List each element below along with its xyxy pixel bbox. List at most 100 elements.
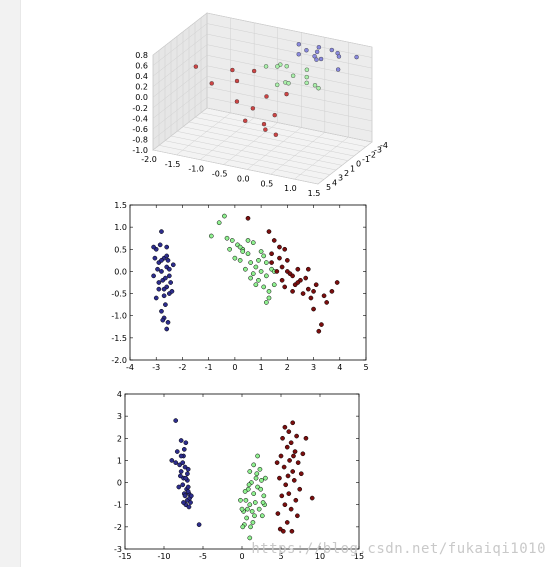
data-point bbox=[247, 469, 253, 474]
data-point bbox=[281, 464, 287, 470]
y-tick-label: 1 bbox=[117, 456, 122, 465]
data-point bbox=[295, 266, 301, 272]
data-point bbox=[284, 258, 290, 263]
z-tick-label: -0.8 bbox=[132, 135, 148, 144]
x-tick-label: -3 bbox=[152, 363, 160, 372]
data-point bbox=[297, 486, 303, 492]
data-point bbox=[263, 64, 269, 69]
data-point bbox=[245, 506, 250, 512]
data-point bbox=[303, 275, 309, 281]
data-point bbox=[311, 289, 316, 294]
data-point bbox=[282, 502, 288, 508]
data-point bbox=[284, 91, 289, 97]
data-point bbox=[232, 255, 238, 261]
data-point bbox=[284, 520, 290, 525]
data-point bbox=[295, 280, 301, 285]
grid-line bbox=[152, 33, 208, 77]
data-point bbox=[159, 258, 164, 263]
data-point bbox=[169, 458, 175, 463]
plot-frame bbox=[124, 393, 360, 550]
z-tick-label: 0.6 bbox=[135, 62, 148, 71]
data-point bbox=[164, 253, 170, 259]
data-point bbox=[296, 52, 301, 57]
x-tick-label: 1.0 bbox=[284, 184, 297, 193]
data-point bbox=[298, 471, 304, 477]
data-point bbox=[271, 238, 277, 243]
data-point bbox=[244, 515, 250, 521]
data-point bbox=[245, 251, 251, 257]
scatter-series bbox=[296, 42, 359, 72]
y-tick-label: 0.5 bbox=[114, 245, 127, 254]
y-tick-label: 0 bbox=[356, 160, 361, 169]
data-point bbox=[303, 435, 309, 441]
data-point bbox=[248, 275, 253, 281]
data-point bbox=[266, 289, 272, 294]
z-tick-label: -0.4 bbox=[132, 114, 148, 123]
y-tick-label: -0.5 bbox=[111, 290, 127, 299]
data-point bbox=[282, 424, 288, 430]
y-tick-label: 0.0 bbox=[114, 267, 127, 276]
data-point bbox=[185, 489, 191, 494]
data-point bbox=[178, 473, 183, 479]
y-tick-label: -3 bbox=[374, 146, 382, 155]
grid-line bbox=[247, 127, 302, 170]
data-point bbox=[321, 293, 327, 299]
data-point bbox=[252, 500, 258, 505]
data-point bbox=[156, 280, 162, 285]
data-point bbox=[280, 528, 286, 534]
data-point bbox=[266, 229, 272, 234]
x-tick-label: 0 bbox=[239, 552, 244, 561]
data-point bbox=[178, 453, 184, 459]
data-point bbox=[160, 317, 166, 323]
data-point bbox=[324, 300, 330, 305]
data-point bbox=[188, 500, 193, 505]
data-point bbox=[259, 513, 265, 519]
x-tick-label: 5 bbox=[363, 363, 368, 372]
data-point bbox=[186, 504, 192, 510]
grid-line bbox=[206, 97, 373, 132]
data-point bbox=[260, 500, 266, 505]
data-point bbox=[151, 244, 156, 250]
data-point bbox=[264, 260, 269, 265]
grid-line bbox=[152, 86, 208, 130]
data-point bbox=[263, 475, 268, 481]
data-point bbox=[286, 81, 291, 86]
data-point bbox=[329, 47, 335, 53]
data-point bbox=[316, 86, 321, 91]
x-tick-label: 1.5 bbox=[308, 189, 321, 198]
z-tick-label: 0.4 bbox=[135, 72, 148, 81]
data-point bbox=[277, 255, 282, 261]
data-point bbox=[300, 291, 306, 296]
data-point bbox=[166, 273, 172, 279]
data-point bbox=[279, 264, 285, 270]
data-point bbox=[188, 493, 194, 499]
y-tick-label: -2 bbox=[368, 150, 376, 159]
data-point bbox=[304, 48, 309, 53]
data-point bbox=[169, 289, 175, 294]
data-point bbox=[239, 506, 245, 512]
grid-line bbox=[200, 112, 367, 147]
grid-line bbox=[152, 55, 208, 98]
data-point bbox=[319, 322, 324, 327]
data-point bbox=[264, 94, 269, 99]
data-point bbox=[261, 253, 267, 259]
data-point bbox=[311, 306, 316, 312]
data-point bbox=[291, 453, 296, 459]
x-tick-label: -4 bbox=[126, 363, 134, 372]
data-point bbox=[155, 266, 160, 272]
data-point bbox=[243, 497, 249, 503]
y-tick-label: -1 bbox=[362, 155, 370, 164]
data-point bbox=[240, 249, 246, 254]
y-tick-label: 4 bbox=[332, 178, 337, 187]
data-point bbox=[274, 82, 280, 88]
data-point bbox=[254, 471, 260, 477]
data-point bbox=[196, 522, 202, 527]
data-point bbox=[245, 238, 251, 243]
x-tick-label: -10 bbox=[157, 552, 170, 561]
data-point bbox=[336, 54, 342, 59]
data-point bbox=[293, 497, 299, 503]
grid-line bbox=[270, 132, 326, 175]
data-point bbox=[242, 489, 248, 494]
grid-line bbox=[206, 107, 373, 143]
